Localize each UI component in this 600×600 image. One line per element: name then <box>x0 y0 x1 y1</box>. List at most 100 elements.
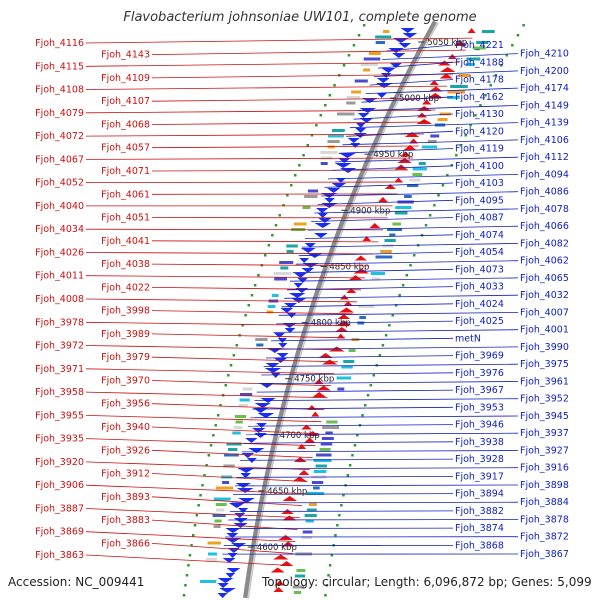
reverse-gene-arrow <box>237 468 255 473</box>
reverse-gene-arrow <box>357 113 370 118</box>
forward-gene-arrow <box>467 28 476 33</box>
inner-dotted-track <box>267 244 271 247</box>
outer-dotted-track <box>338 514 341 517</box>
reverse-gene-arrow <box>356 123 366 128</box>
inner-dotted-track <box>201 484 204 487</box>
reverse-gene-label: Fjoh_3927 <box>520 446 569 457</box>
inner-feature-track <box>199 580 217 583</box>
reverse-gene-arrow <box>238 508 249 513</box>
reverse-gene-label: Fjoh_3878 <box>520 515 569 526</box>
forward-gene-label: Fjoh_4034 <box>35 224 84 235</box>
reverse-gene-label: Fjoh_4200 <box>520 66 569 77</box>
outer-feature-track <box>447 96 460 99</box>
inner-feature-track <box>279 261 294 264</box>
forward-gene-label: Fjoh_3998 <box>101 306 150 317</box>
inner-dotted-track <box>253 284 257 287</box>
reverse-gene-connector <box>236 475 454 478</box>
forward-gene-arrow <box>293 457 307 462</box>
outer-dotted-track <box>446 174 449 177</box>
inner-feature-track <box>354 79 368 83</box>
forward-gene-connector <box>151 169 408 172</box>
reverse-gene-label: Fjoh_3894 <box>455 489 504 500</box>
inner-feature-track <box>280 266 289 270</box>
inner-feature-track <box>240 393 253 396</box>
reverse-gene-arrow <box>284 328 296 333</box>
inner-feature-track <box>213 497 231 501</box>
forward-gene-connector <box>85 508 300 518</box>
forward-gene-arrow <box>339 307 354 313</box>
reverse-gene-connector <box>284 294 519 299</box>
forward-gene-arrow <box>408 138 419 144</box>
outer-feature-track <box>458 74 471 77</box>
outer-feature-track <box>320 442 333 446</box>
inner-feature-track <box>327 140 340 143</box>
outer-dotted-track <box>356 434 359 437</box>
reverse-gene-arrow <box>241 453 255 458</box>
outer-feature-track <box>293 591 302 594</box>
outer-feature-track <box>412 173 423 176</box>
outer-dotted-track <box>334 534 337 537</box>
reverse-gene-arrow <box>297 278 308 283</box>
inner-feature-track <box>216 508 225 512</box>
forward-gene-label: Fjoh_4079 <box>35 108 84 119</box>
inner-dotted-track <box>241 324 244 327</box>
reverse-gene-connector <box>373 70 519 77</box>
inner-dotted-track <box>250 294 254 297</box>
forward-gene-arrow <box>343 301 353 306</box>
outer-feature-track <box>296 569 306 572</box>
reverse-gene-connector <box>324 182 454 188</box>
outer-feature-track <box>375 255 393 259</box>
inner-dotted-track <box>229 364 233 367</box>
reverse-gene-label: Fjoh_3975 <box>520 359 569 370</box>
outer-feature-track <box>371 277 381 281</box>
forward-gene-label: Fjoh_4026 <box>35 248 84 259</box>
forward-gene-arrow <box>416 119 432 124</box>
reverse-gene-arrow <box>225 528 241 533</box>
reverse-gene-arrow <box>350 143 361 148</box>
forward-gene-connector <box>151 496 303 506</box>
outer-dotted-track <box>428 214 432 217</box>
inner-feature-track <box>228 448 238 451</box>
forward-gene-label: Fjoh_3866 <box>101 538 150 549</box>
reverse-gene-label: Fjoh_4139 <box>520 118 569 129</box>
reverse-gene-connector <box>228 519 519 521</box>
forward-gene-label: Fjoh_4011 <box>35 271 84 282</box>
inner-feature-track <box>224 453 239 457</box>
outer-feature-track <box>407 184 419 187</box>
forward-gene-arrow <box>439 73 453 79</box>
reverse-gene-arrow <box>274 333 285 338</box>
outer-dotted-track <box>328 564 332 567</box>
genome-backbone-ring <box>243 20 439 599</box>
reverse-gene-label: Fjoh_3952 <box>520 394 569 405</box>
inner-feature-track <box>271 294 279 297</box>
reverse-gene-connector <box>233 493 454 495</box>
reverse-gene-connector <box>245 432 519 436</box>
inner-dotted-track <box>205 464 208 467</box>
outer-dotted-track <box>340 504 343 507</box>
reverse-gene-label: Fjoh_3938 <box>455 437 504 448</box>
forward-gene-connector <box>85 298 357 303</box>
outer-feature-track <box>306 492 325 495</box>
reverse-gene-connector <box>276 320 454 325</box>
forward-gene-label: Fjoh_4107 <box>101 96 150 107</box>
outer-feature-track <box>357 321 365 325</box>
reverse-gene-connector <box>261 372 454 376</box>
inner-feature-track <box>256 343 264 347</box>
inner-dotted-track <box>264 254 267 257</box>
reverse-gene-connector <box>254 398 519 401</box>
outer-feature-track <box>359 316 366 319</box>
reverse-gene-arrow <box>316 208 329 213</box>
reverse-gene-connector <box>353 113 454 120</box>
reverse-gene-arrow <box>376 93 387 98</box>
reverse-gene-arrow <box>271 373 281 378</box>
reverse-gene-arrow <box>294 273 307 278</box>
inner-feature-track <box>242 387 253 391</box>
forward-gene-arrow <box>346 288 357 293</box>
reverse-gene-arrow <box>282 323 297 328</box>
inner-dotted-track <box>195 514 199 517</box>
inner-feature-track <box>337 112 355 116</box>
forward-gene-connector <box>151 121 430 125</box>
reverse-gene-connector <box>240 458 454 461</box>
forward-gene-label: Fjoh_4072 <box>35 131 84 142</box>
